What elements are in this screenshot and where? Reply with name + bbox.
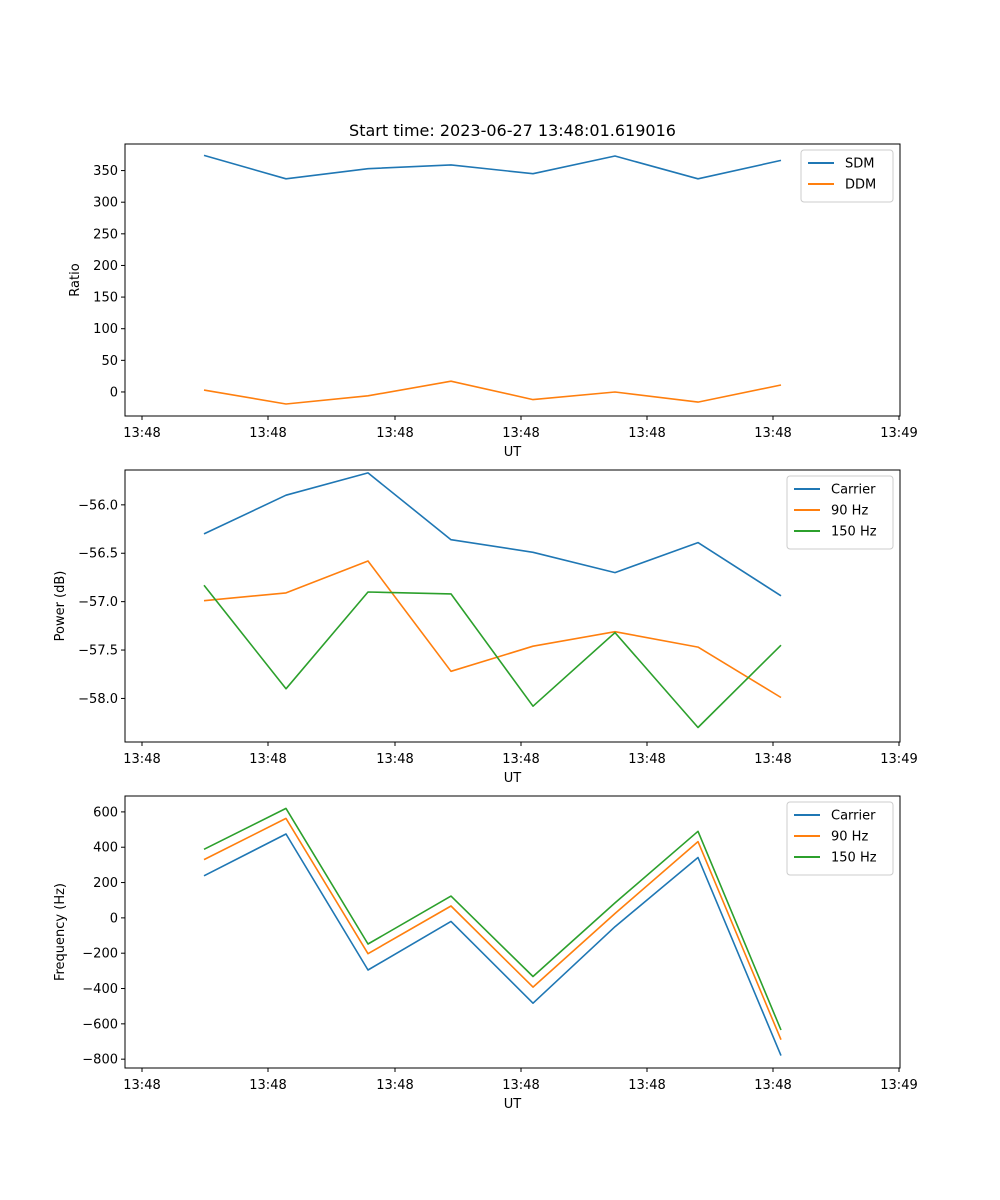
x-tick-label: 13:48 [754,426,791,441]
x-axis-label: UT [504,1097,522,1112]
y-tick-label: −800 [82,1053,118,1068]
series-line-90-hz [203,817,782,1041]
x-tick-label: 13:48 [123,1078,160,1093]
x-tick-label: 13:48 [754,1078,791,1093]
y-tick-label: 250 [93,227,118,242]
legend-label: 150 Hz [831,525,877,540]
x-tick-label: 13:48 [628,426,665,441]
series-line-sdm [203,154,782,180]
series-line-carrier [203,833,782,1056]
x-tick-label: 13:48 [502,752,539,767]
legend-label: Carrier [831,483,876,498]
series-line-150-hz [203,807,782,1031]
y-tick-label: 0 [110,911,118,926]
y-tick-label: 150 [93,291,118,306]
x-tick-label: 13:48 [502,426,539,441]
y-tick-label: 100 [93,322,118,337]
y-tick-label: −57.0 [78,595,118,610]
legend-label: DDM [845,178,876,193]
x-tick-label: 13:48 [376,1078,413,1093]
series-line-90-hz [203,560,782,699]
power-panel: −56.0 −56.5 −57.0 −57.5 −58.0 13:48 13:48 13:48… [53,469,918,786]
x-tick-label: 13:48 [754,752,791,767]
legend-label: 90 Hz [831,504,868,519]
plot-frame [124,143,901,417]
y-tick-label: 600 [93,805,118,820]
y-tick-label: 0 [110,385,118,400]
y-tick-label: 50 [101,354,118,369]
y-tick-label: 200 [93,259,118,274]
series-line-ddm [203,380,782,405]
y-tick-label: 200 [93,876,118,891]
plot-frame [124,469,901,743]
series-line-150-hz [203,584,782,729]
x-axis-label: UT [504,445,522,460]
y-tick-label: −58.0 [78,692,118,707]
series-line-carrier [203,472,782,597]
legend-label: Carrier [831,809,876,824]
x-tick-label: 13:48 [502,1078,539,1093]
legend-label: 150 Hz [831,851,877,866]
y-tick-label: 350 [93,164,118,179]
y-axis-label: Frequency (Hz) [53,883,68,981]
legend-label: 90 Hz [831,830,868,845]
y-tick-label: −56.5 [78,547,118,562]
x-tick-label: 13:49 [880,426,917,441]
x-tick-label: 13:48 [123,752,160,767]
x-tick-label: 13:49 [880,752,917,767]
y-axis-label: Ratio [68,263,83,296]
y-tick-label: −600 [82,1017,118,1032]
ratio-panel: 0 50 100 150 200 250 300 350 13:48 13:48 13:48 13:4… [68,143,918,460]
frequency-panel: 600 400 200 0 −200 −400 −600 −800 13:48 13:48 13:4… [53,795,918,1112]
y-tick-label: −56.0 [78,498,118,513]
y-tick-label: −400 [82,982,118,997]
y-tick-label: −57.5 [78,644,118,659]
x-tick-label: 13:48 [628,752,665,767]
x-tick-label: 13:48 [376,426,413,441]
x-tick-label: 13:48 [628,1078,665,1093]
x-tick-label: 13:48 [249,426,286,441]
plot-frame [124,795,901,1069]
figure-title: Start time: 2023-06-27 13:48:01.619016 [349,121,676,140]
x-tick-label: 13:48 [123,426,160,441]
x-tick-label: 13:48 [249,1078,286,1093]
x-axis-label: UT [504,771,522,786]
x-tick-label: 13:49 [880,1078,917,1093]
legend-label: SDM [845,157,874,172]
y-tick-label: −200 [82,947,118,962]
y-tick-label: 400 [93,841,118,856]
y-tick-label: 300 [93,196,118,211]
x-tick-label: 13:48 [249,752,286,767]
x-tick-label: 13:48 [376,752,413,767]
y-axis-label: Power (dB) [53,571,68,642]
